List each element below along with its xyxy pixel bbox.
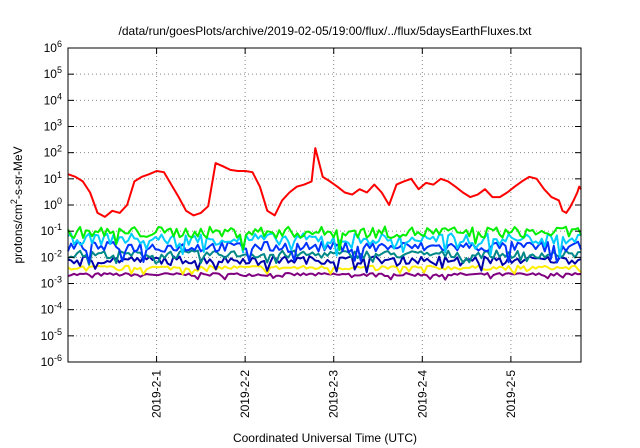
chart-title: /data/run/goesPlots/archive/2019-02-05/1… — [119, 24, 533, 38]
y-tick-exponent: -6 — [54, 353, 62, 363]
y-tick-label: 10-1 — [41, 222, 62, 238]
y-axis-label-sup: 2 — [9, 199, 19, 204]
y-tick-exponent: 4 — [57, 91, 62, 101]
grid — [68, 48, 581, 362]
y-axis-label: protons/cm2-s-sr-MeV — [9, 146, 25, 263]
y-axis: 10-610-510-410-310-210-11001011021031041… — [41, 39, 581, 369]
y-tick-label: 102 — [44, 144, 62, 160]
y-tick-base: 10 — [41, 303, 55, 317]
y-tick-label: 105 — [44, 65, 62, 81]
y-tick-base: 10 — [41, 355, 55, 369]
y-tick-exponent: 6 — [57, 39, 62, 49]
y-tick-exponent: 5 — [57, 65, 62, 75]
series-line — [67, 240, 582, 264]
y-tick-label: 100 — [44, 196, 62, 212]
x-tick-label: 2019-2-1 — [150, 370, 164, 418]
y-tick-base: 10 — [41, 277, 55, 291]
y-tick-base: 10 — [41, 250, 55, 264]
y-tick-base: 10 — [44, 120, 58, 134]
y-tick-label: 10-6 — [41, 353, 62, 369]
y-tick-label: 106 — [44, 39, 62, 55]
y-tick-exponent: -2 — [54, 248, 62, 258]
y-axis-label-post: -s-sr-MeV — [11, 146, 25, 199]
y-tick-exponent: 2 — [57, 144, 62, 154]
y-tick-base: 10 — [41, 224, 55, 238]
x-tick-label: 2019-2-2 — [238, 370, 252, 418]
series-line — [67, 272, 582, 281]
y-tick-exponent: -3 — [54, 275, 62, 285]
y-tick-exponent: -4 — [54, 301, 62, 311]
x-axis-label: Coordinated Universal Time (UTC) — [233, 431, 417, 445]
y-tick-label: 104 — [44, 91, 62, 107]
series-line — [67, 249, 582, 266]
y-tick-base: 10 — [44, 67, 58, 81]
y-tick-base: 10 — [44, 198, 58, 212]
x-tick-label: 2019-2-5 — [504, 370, 518, 418]
y-tick-label: 10-5 — [41, 327, 62, 343]
series-layer — [67, 147, 582, 281]
series-line — [67, 232, 581, 258]
y-tick-exponent: 1 — [57, 170, 62, 180]
y-tick-label: 10-3 — [41, 275, 62, 291]
x-tick-label: 2019-2-3 — [327, 370, 341, 418]
y-tick-exponent: -1 — [54, 222, 62, 232]
y-axis-label-pre: protons/cm — [11, 204, 25, 263]
y-tick-label: 10-4 — [41, 301, 62, 317]
y-tick-base: 10 — [44, 172, 58, 186]
y-tick-base: 10 — [44, 146, 58, 160]
y-tick-exponent: -5 — [54, 327, 62, 337]
series-line — [67, 225, 582, 251]
series-line — [67, 264, 582, 276]
y-tick-label: 10-2 — [41, 248, 62, 264]
y-tick-base: 10 — [44, 93, 58, 107]
y-tick-label: 101 — [44, 170, 62, 186]
x-tick-label: 2019-2-4 — [415, 370, 429, 418]
series-line — [67, 147, 582, 218]
y-tick-base: 10 — [44, 41, 58, 55]
y-tick-exponent: 3 — [57, 118, 62, 128]
x-axis: 2019-2-1 2019-2-2 2019-2-3 2019-2-4 2019-2-5 — [150, 48, 518, 418]
y-tick-label: 103 — [44, 118, 62, 134]
y-tick-base: 10 — [41, 329, 55, 343]
y-tick-exponent: 0 — [57, 196, 62, 206]
